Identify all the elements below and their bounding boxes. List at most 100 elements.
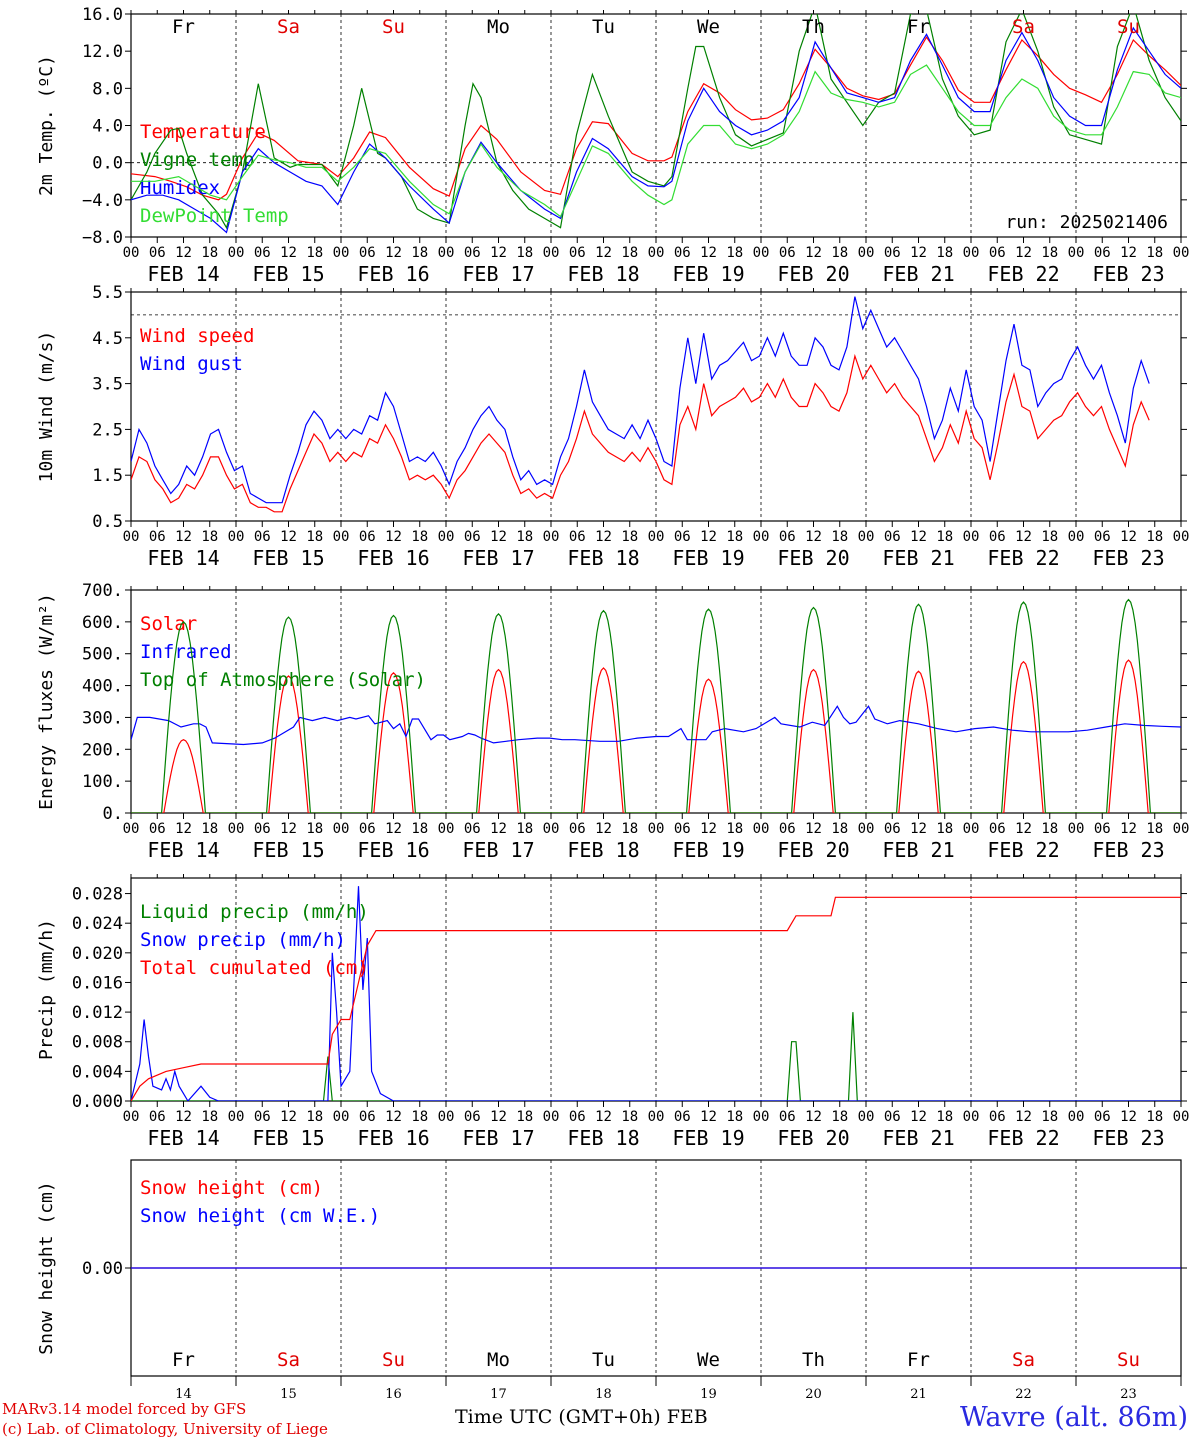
x-date-label: FEB 21 (882, 546, 954, 570)
y-tick-label: 3.5 (92, 375, 123, 395)
x-hour-label: 18 (726, 821, 743, 837)
legend-entry: Top of Atmosphere (Solar) (140, 669, 426, 691)
y-axis-title: 10m Wind (m/s) (36, 331, 57, 483)
weekday-header-label: Fr (907, 16, 930, 38)
x-hour-label: 12 (1015, 1109, 1032, 1125)
x-date-label: FEB 22 (987, 262, 1059, 286)
x-hour-label: 12 (595, 529, 612, 545)
x-hour-label: 18 (726, 529, 743, 545)
x-hour-label: 06 (779, 245, 796, 261)
x-hour-label: 18 (201, 821, 218, 837)
x-hour-label: 12 (385, 245, 402, 261)
y-tick-label: −8.0 (82, 228, 123, 248)
x-hour-label: 12 (1015, 245, 1032, 261)
series-line-top-of-atmosphere-solar- (131, 598, 1181, 813)
y-tick-label: 0.028 (72, 885, 123, 905)
x-hour-label: 00 (1173, 245, 1190, 261)
legend-entry: Solar (140, 613, 197, 635)
x-hour-label: 12 (700, 821, 717, 837)
x-hour-label: 12 (700, 245, 717, 261)
x-hour-label: 06 (1094, 821, 1111, 837)
x-hour-label: 18 (1041, 1109, 1058, 1125)
x-hour-label: 18 (831, 529, 848, 545)
legend-entry: Snow height (cm) (140, 1177, 323, 1199)
y-tick-label: 0. (103, 804, 123, 824)
x-hour-label: 18 (831, 1109, 848, 1125)
x-hour-label: 12 (280, 1109, 297, 1125)
x-hour-label: 00 (228, 1109, 245, 1125)
y-tick-label: 0.008 (72, 1033, 123, 1053)
x-hour-label: 00 (753, 821, 770, 837)
day-number-label: 17 (490, 1387, 507, 1402)
x-hour-label: 18 (936, 821, 953, 837)
x-hour-label: 00 (963, 1109, 980, 1125)
x-hour-label: 00 (753, 529, 770, 545)
y-tick-label: 0.5 (92, 512, 123, 532)
x-hour-label: 18 (621, 245, 638, 261)
x-date-label: FEB 23 (1092, 1126, 1164, 1150)
legend-entry: Temperature (140, 121, 266, 143)
x-hour-label: 06 (989, 821, 1006, 837)
x-hour-label: 18 (831, 821, 848, 837)
x-hour-label: 12 (595, 821, 612, 837)
day-number-label: 15 (280, 1387, 297, 1402)
x-hour-label: 18 (306, 1109, 323, 1125)
x-date-label: FEB 22 (987, 546, 1059, 570)
x-hour-label: 18 (306, 821, 323, 837)
series-line-dewpoint-temp (131, 64, 1181, 218)
x-hour-label: 12 (595, 1109, 612, 1125)
x-hour-label: 18 (1146, 245, 1163, 261)
y-tick-label: 0.000 (72, 1092, 123, 1112)
x-hour-label: 18 (726, 1109, 743, 1125)
x-hour-label: 12 (1120, 529, 1137, 545)
x-hour-label: 00 (648, 1109, 665, 1125)
x-hour-label: 00 (648, 821, 665, 837)
y-tick-label: 500. (82, 645, 123, 665)
y-tick-label: 0.0 (92, 154, 123, 174)
y-tick-label: 400. (82, 677, 123, 697)
x-date-label: FEB 18 (567, 838, 639, 862)
x-hour-label: 00 (228, 821, 245, 837)
x-date-label: FEB 23 (1092, 546, 1164, 570)
legend-entry: Wind gust (140, 353, 243, 375)
series-line-solar (131, 659, 1181, 813)
x-hour-label: 18 (1146, 821, 1163, 837)
day-number-label: 16 (385, 1387, 402, 1402)
x-hour-label: 00 (753, 1109, 770, 1125)
weekday-header-label: Sa (277, 16, 300, 38)
x-hour-label: 18 (411, 529, 428, 545)
series-line-snow-precip-mm-h- (131, 886, 1181, 1101)
x-date-label: FEB 22 (987, 838, 1059, 862)
x-hour-label: 00 (438, 245, 455, 261)
x-hour-label: 12 (910, 245, 927, 261)
weekday-header-label: Su (382, 16, 405, 38)
x-hour-label: 06 (254, 245, 271, 261)
x-hour-label: 12 (700, 529, 717, 545)
x-hour-label: 00 (438, 821, 455, 837)
x-hour-label: 18 (621, 529, 638, 545)
x-date-label: FEB 17 (462, 1126, 534, 1150)
x-hour-label: 00 (858, 529, 875, 545)
x-hour-label: 00 (333, 529, 350, 545)
x-date-label: FEB 14 (147, 546, 219, 570)
x-hour-label: 12 (595, 245, 612, 261)
x-hour-label: 00 (1068, 1109, 1085, 1125)
x-date-label: FEB 23 (1092, 262, 1164, 286)
legend-entry: Wind speed (140, 325, 254, 347)
x-hour-label: 00 (543, 529, 560, 545)
x-hour-label: 18 (201, 245, 218, 261)
weekday-label: Su (382, 1349, 405, 1371)
x-hour-label: 18 (831, 245, 848, 261)
x-date-label: FEB 20 (777, 838, 849, 862)
series-line-wind-speed (131, 353, 1150, 513)
x-hour-label: 00 (123, 245, 140, 261)
x-hour-label: 06 (989, 245, 1006, 261)
x-hour-label: 06 (149, 245, 166, 261)
x-hour-label: 00 (1173, 821, 1190, 837)
x-hour-label: 12 (280, 245, 297, 261)
x-hour-label: 06 (989, 1109, 1006, 1125)
x-date-label: FEB 18 (567, 262, 639, 286)
weekday-header-label: Th (802, 16, 825, 38)
x-hour-label: 06 (464, 529, 481, 545)
station-name: Wavre (alt. 86m) (960, 1402, 1188, 1433)
